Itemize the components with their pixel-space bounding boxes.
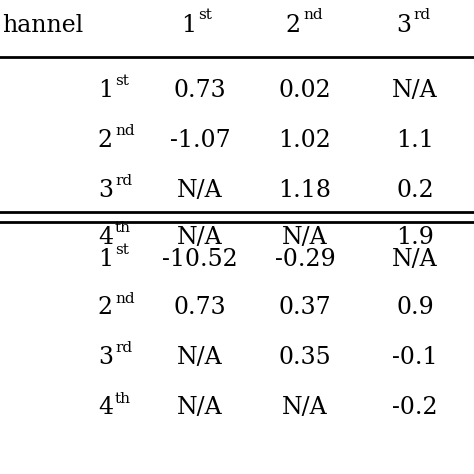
Text: nd: nd [303,8,323,22]
Text: N/A: N/A [177,226,223,248]
Text: -0.1: -0.1 [392,346,438,368]
Text: 0.2: 0.2 [396,179,434,201]
Text: 1: 1 [181,13,196,36]
Text: N/A: N/A [177,396,223,419]
Text: -10.52: -10.52 [162,247,238,271]
Text: 0.73: 0.73 [173,297,226,319]
Text: 1: 1 [98,79,113,101]
Text: th: th [115,392,131,406]
Text: N/A: N/A [177,346,223,368]
Text: nd: nd [115,124,135,137]
Text: 0.9: 0.9 [396,297,434,319]
Text: -1.07: -1.07 [170,128,230,152]
Text: N/A: N/A [392,247,438,271]
Text: 2: 2 [98,128,113,152]
Text: st: st [115,243,129,256]
Text: 0.37: 0.37 [279,297,331,319]
Text: 1: 1 [98,247,113,271]
Text: 1.1: 1.1 [396,128,434,152]
Text: th: th [115,221,131,235]
Text: N/A: N/A [282,396,328,419]
Text: hannel: hannel [2,13,83,36]
Text: 1.9: 1.9 [396,226,434,248]
Text: 0.35: 0.35 [279,346,331,368]
Text: 4: 4 [98,396,113,419]
Text: 1.18: 1.18 [279,179,331,201]
Text: -0.2: -0.2 [392,396,438,419]
Text: st: st [198,8,212,22]
Text: nd: nd [115,292,135,306]
Text: 2: 2 [286,13,301,36]
Text: st: st [115,73,129,88]
Text: N/A: N/A [177,179,223,201]
Text: rd: rd [115,341,132,355]
Text: rd: rd [413,8,430,22]
Text: 3: 3 [98,346,113,368]
Text: 3: 3 [98,179,113,201]
Text: 0.02: 0.02 [279,79,331,101]
Text: -0.29: -0.29 [274,247,336,271]
Text: 0.73: 0.73 [173,79,226,101]
Text: N/A: N/A [392,79,438,101]
Text: rd: rd [115,173,132,188]
Text: N/A: N/A [282,226,328,248]
Text: 4: 4 [98,226,113,248]
Text: 3: 3 [396,13,411,36]
Text: 2: 2 [98,297,113,319]
Text: 1.02: 1.02 [279,128,331,152]
